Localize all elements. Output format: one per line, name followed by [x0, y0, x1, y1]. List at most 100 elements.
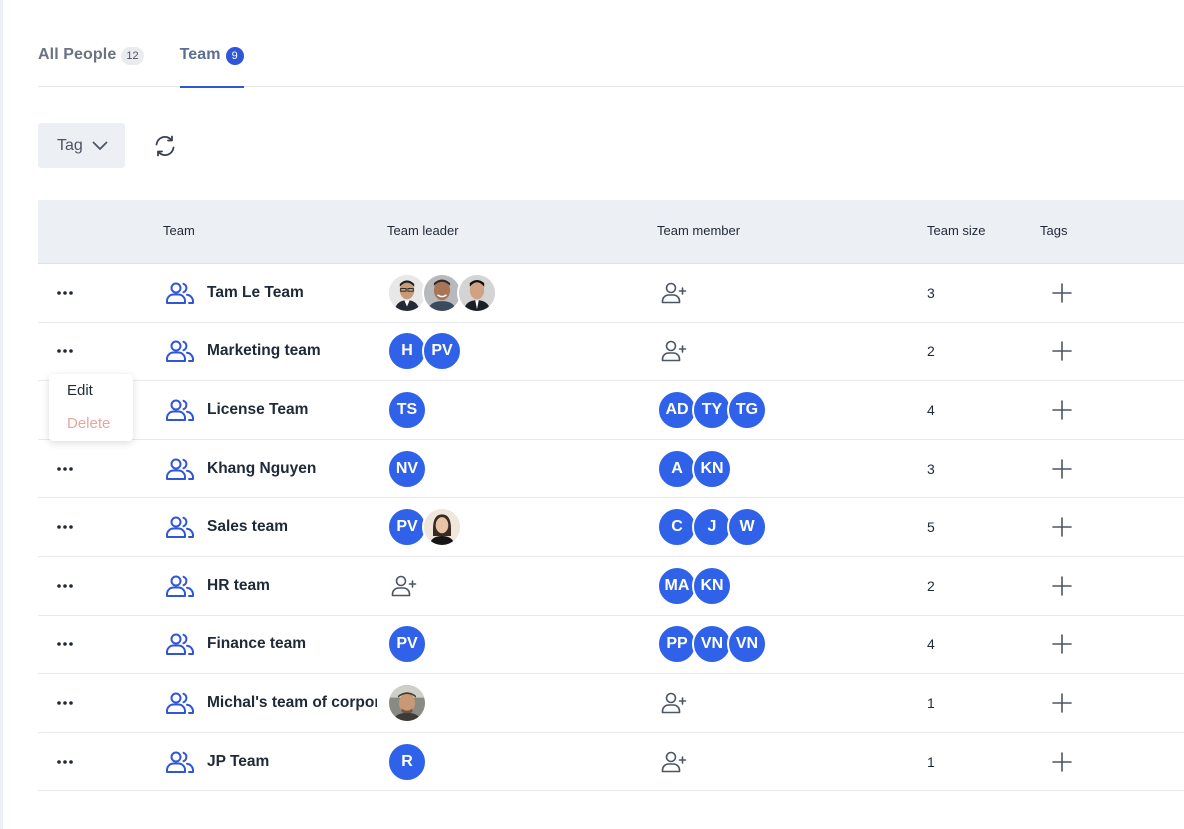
avatar-photo[interactable] — [457, 272, 497, 313]
team-name[interactable]: Tam Le Team — [207, 283, 304, 301]
member-avatar[interactable]: VN — [727, 624, 767, 665]
member-avatar[interactable]: A — [657, 448, 697, 489]
team-member-cell: MA KN — [657, 557, 732, 615]
team-cell[interactable]: Michal's team of corporate — [165, 674, 377, 732]
team-member-cell: PP VN VN — [657, 616, 767, 674]
team-name[interactable]: Marketing team — [207, 342, 321, 360]
team-name[interactable]: Khang Nguyen — [207, 459, 317, 477]
add-member-icon[interactable] — [660, 279, 688, 307]
team-member-cell: AD TY TG — [657, 381, 767, 439]
leader-avatars: NV — [387, 448, 427, 489]
tag-filter-dropdown[interactable]: Tag — [38, 123, 125, 168]
leader-avatar[interactable]: PV — [422, 331, 462, 372]
more-options-icon[interactable] — [56, 323, 80, 381]
add-tag-icon[interactable] — [1050, 733, 1074, 791]
leader-avatar[interactable]: H — [387, 331, 427, 372]
add-member-icon[interactable] — [660, 337, 688, 365]
team-name[interactable]: Michal's team of corporate — [207, 693, 377, 711]
member-avatar[interactable]: W — [727, 507, 767, 548]
header-team-size[interactable]: Team size — [927, 223, 986, 238]
add-tag-icon[interactable] — [1050, 674, 1074, 732]
avatar-photo[interactable] — [387, 682, 427, 723]
avatar-photo[interactable] — [422, 272, 462, 313]
team-name[interactable]: Finance team — [207, 635, 307, 653]
member-avatars: MA KN — [657, 565, 732, 606]
team-member-cell — [658, 674, 688, 732]
leader-avatar[interactable]: PV — [387, 507, 427, 548]
header-team-member[interactable]: Team member — [657, 223, 741, 238]
left-border — [0, 0, 3, 829]
avatar-photo[interactable] — [422, 507, 462, 548]
team-name[interactable]: License Team — [207, 400, 309, 418]
leader-avatars — [387, 272, 497, 313]
member-avatar[interactable]: VN — [692, 624, 732, 665]
team-name[interactable]: JP Team — [207, 752, 270, 770]
add-tag-icon[interactable] — [1050, 498, 1074, 556]
leader-avatar[interactable]: PV — [387, 624, 427, 665]
add-tag-icon[interactable] — [1050, 440, 1074, 498]
more-options-icon[interactable] — [56, 674, 80, 732]
team-leader-cell: R — [387, 733, 427, 791]
member-avatar[interactable]: KN — [692, 565, 732, 606]
row-context-menu: Edit Delete — [49, 374, 133, 441]
team-cell[interactable]: Sales team — [165, 498, 377, 556]
member-avatar[interactable]: AD — [657, 389, 697, 430]
member-avatar[interactable]: PP — [657, 624, 697, 665]
more-options-icon[interactable] — [56, 498, 80, 556]
team-icon — [165, 338, 195, 364]
more-options-icon[interactable] — [56, 264, 80, 322]
team-cell[interactable]: HR team — [165, 557, 377, 615]
team-leader-cell: PV — [387, 616, 427, 674]
team-cell[interactable]: JP Team — [165, 733, 377, 791]
refresh-icon[interactable] — [151, 132, 179, 160]
team-size: 5 — [927, 519, 935, 536]
team-cell[interactable]: Khang Nguyen — [165, 440, 377, 498]
team-name[interactable]: HR team — [207, 576, 270, 594]
leader-avatar[interactable]: R — [387, 741, 427, 782]
header-tags[interactable]: Tags — [1040, 223, 1068, 238]
team-icon — [165, 631, 195, 657]
add-member-icon[interactable] — [660, 689, 688, 717]
table-row: Sales team PV C J W 5 — [38, 498, 1184, 557]
table-row: Tam Le Team 3 — [38, 264, 1184, 323]
tab-all-people[interactable]: All People 12 — [38, 36, 144, 87]
team-cell[interactable]: Marketing team — [165, 323, 377, 381]
add-tag-icon[interactable] — [1050, 557, 1074, 615]
more-options-icon[interactable] — [56, 557, 80, 615]
member-avatar[interactable]: KN — [692, 448, 732, 489]
delete-menu-item[interactable]: Delete — [67, 415, 111, 432]
leader-avatar[interactable]: TS — [387, 389, 427, 430]
member-avatar[interactable]: TG — [727, 389, 767, 430]
leader-avatars: PV — [387, 507, 462, 548]
header-team[interactable]: Team — [163, 223, 195, 238]
team-name[interactable]: Sales team — [207, 518, 288, 536]
more-options-icon[interactable] — [56, 616, 80, 674]
team-cell[interactable]: License Team — [165, 381, 377, 439]
more-options-icon[interactable] — [56, 733, 80, 791]
add-member-icon[interactable] — [660, 748, 688, 776]
member-avatar[interactable]: TY — [692, 389, 732, 430]
member-avatar[interactable]: J — [692, 507, 732, 548]
tab-label: All People — [38, 46, 117, 63]
add-tag-icon[interactable] — [1050, 381, 1074, 439]
add-tag-icon[interactable] — [1050, 323, 1074, 381]
team-cell[interactable]: Finance team — [165, 616, 377, 674]
add-tag-icon[interactable] — [1050, 264, 1074, 322]
tab-label: Team — [179, 46, 221, 63]
avatar-photo[interactable] — [387, 272, 427, 313]
add-tag-icon[interactable] — [1050, 616, 1074, 674]
member-avatar[interactable]: MA — [657, 565, 697, 606]
tab-team[interactable]: Team 9 — [179, 36, 244, 88]
add-leader-icon[interactable] — [390, 572, 418, 600]
member-avatars: PP VN VN — [657, 624, 767, 665]
more-options-icon[interactable] — [56, 440, 80, 498]
member-avatar[interactable]: C — [657, 507, 697, 548]
leader-avatars — [387, 682, 427, 723]
team-cell[interactable]: Tam Le Team — [165, 264, 377, 322]
edit-menu-item[interactable]: Edit — [67, 382, 93, 399]
team-member-cell — [658, 264, 688, 322]
leader-avatar[interactable]: NV — [387, 448, 427, 489]
leader-avatars: H PV — [387, 331, 462, 372]
header-team-leader[interactable]: Team leader — [387, 223, 459, 238]
